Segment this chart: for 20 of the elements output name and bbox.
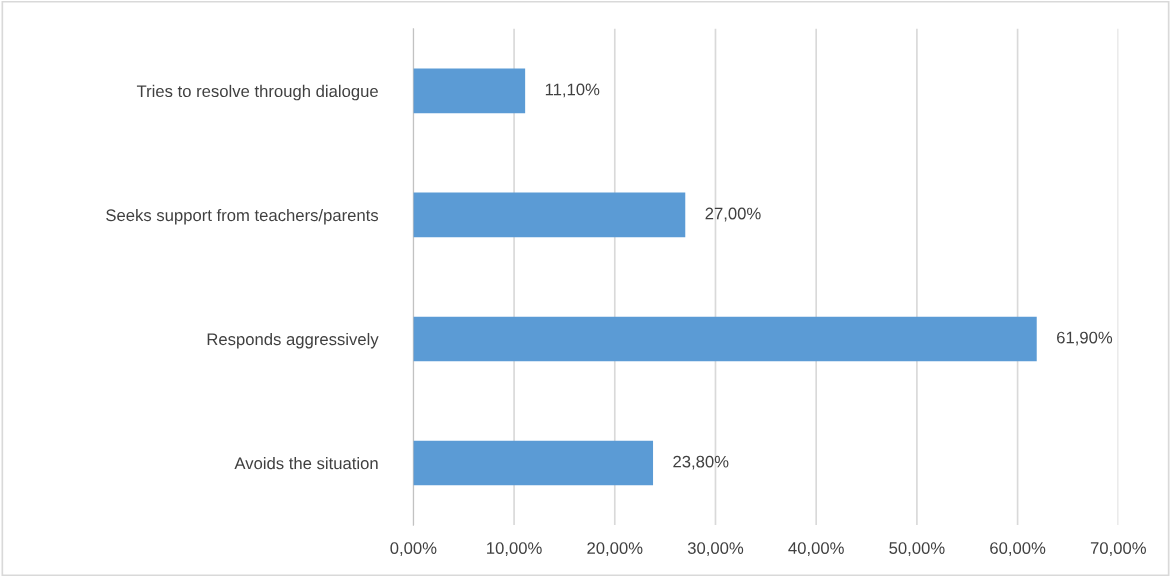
y-tick-label: Responds aggressively: [207, 332, 379, 349]
x-tick-label: 10,00%: [487, 542, 542, 556]
x-tick-label: 0,00%: [390, 542, 437, 556]
bar: [413, 68, 526, 114]
data-label: 23,80%: [673, 455, 729, 470]
x-tick-label: 70,00%: [1090, 542, 1146, 556]
bar: [413, 316, 1037, 362]
data-label: 61,90%: [1057, 331, 1113, 346]
bar: [413, 440, 654, 486]
x-tick-label: 40,00%: [788, 542, 844, 556]
bar: [413, 192, 686, 238]
y-tick-label: Avoids the situation: [234, 457, 378, 470]
y-tick-label: Seeks support from teachers/parents: [106, 208, 379, 225]
x-tick-label: 30,00%: [687, 542, 744, 556]
x-tick-label: 20,00%: [587, 542, 643, 556]
data-label: 27,00%: [705, 207, 761, 222]
x-tick-label: 50,00%: [889, 542, 945, 556]
x-tick-label: 60,00%: [990, 542, 1046, 556]
y-tick-label: Tries to resolve through dialogue: [136, 84, 378, 101]
data-label: 11,10%: [545, 83, 600, 98]
